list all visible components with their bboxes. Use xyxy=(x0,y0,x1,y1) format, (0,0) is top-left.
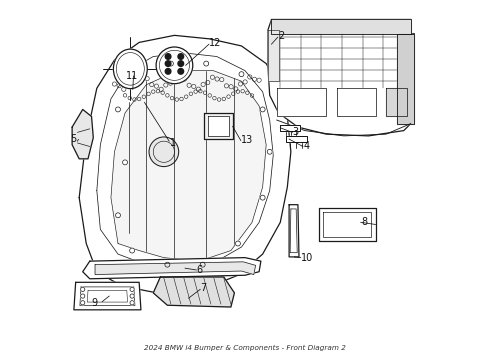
Circle shape xyxy=(80,287,85,292)
Text: 3: 3 xyxy=(293,127,299,138)
Circle shape xyxy=(165,61,171,66)
Polygon shape xyxy=(386,88,407,117)
Text: 1: 1 xyxy=(170,138,175,148)
Text: 6: 6 xyxy=(196,265,203,275)
Circle shape xyxy=(178,61,184,66)
Circle shape xyxy=(122,160,127,165)
Circle shape xyxy=(169,61,173,66)
Circle shape xyxy=(178,68,184,74)
Polygon shape xyxy=(397,33,415,123)
Polygon shape xyxy=(87,291,127,302)
Polygon shape xyxy=(80,287,135,306)
Circle shape xyxy=(130,287,134,292)
Circle shape xyxy=(260,107,265,112)
Circle shape xyxy=(130,294,134,298)
Text: 4: 4 xyxy=(303,141,309,152)
Circle shape xyxy=(149,137,179,167)
Polygon shape xyxy=(268,30,278,81)
Text: 10: 10 xyxy=(301,253,313,262)
Circle shape xyxy=(156,47,193,84)
Polygon shape xyxy=(74,282,141,310)
Circle shape xyxy=(130,301,134,305)
Text: 9: 9 xyxy=(92,298,98,308)
Text: 2: 2 xyxy=(278,31,284,41)
Ellipse shape xyxy=(113,49,147,89)
Polygon shape xyxy=(286,136,307,142)
Text: 2024 BMW i4 Bumper & Components - Front Diagram 2: 2024 BMW i4 Bumper & Components - Front … xyxy=(144,345,346,351)
Polygon shape xyxy=(319,208,375,241)
Polygon shape xyxy=(95,262,256,275)
Polygon shape xyxy=(79,35,291,293)
Circle shape xyxy=(267,149,272,154)
Text: BMW: BMW xyxy=(124,63,136,67)
Circle shape xyxy=(116,213,121,218)
Text: 7: 7 xyxy=(200,283,207,293)
Polygon shape xyxy=(72,109,93,159)
Polygon shape xyxy=(204,113,233,139)
Polygon shape xyxy=(111,71,266,261)
Polygon shape xyxy=(268,19,415,136)
Circle shape xyxy=(130,248,135,253)
Circle shape xyxy=(80,294,85,298)
Polygon shape xyxy=(289,205,299,257)
Circle shape xyxy=(260,195,265,200)
Polygon shape xyxy=(271,19,411,33)
Polygon shape xyxy=(208,117,229,136)
Circle shape xyxy=(239,72,244,77)
Text: 11: 11 xyxy=(126,71,138,81)
Circle shape xyxy=(116,107,121,112)
Polygon shape xyxy=(337,88,375,117)
Circle shape xyxy=(165,262,170,267)
Circle shape xyxy=(200,262,205,267)
Polygon shape xyxy=(83,258,261,279)
Circle shape xyxy=(178,54,184,59)
Text: 13: 13 xyxy=(241,135,253,145)
Circle shape xyxy=(204,61,209,66)
Circle shape xyxy=(165,68,171,74)
Circle shape xyxy=(80,301,85,305)
Circle shape xyxy=(236,241,241,246)
Circle shape xyxy=(165,54,171,59)
Polygon shape xyxy=(280,125,300,131)
Polygon shape xyxy=(323,212,371,237)
Polygon shape xyxy=(153,277,234,307)
Polygon shape xyxy=(277,88,326,117)
Text: 8: 8 xyxy=(361,217,367,227)
Text: 12: 12 xyxy=(209,39,222,49)
Text: 5: 5 xyxy=(71,134,76,144)
